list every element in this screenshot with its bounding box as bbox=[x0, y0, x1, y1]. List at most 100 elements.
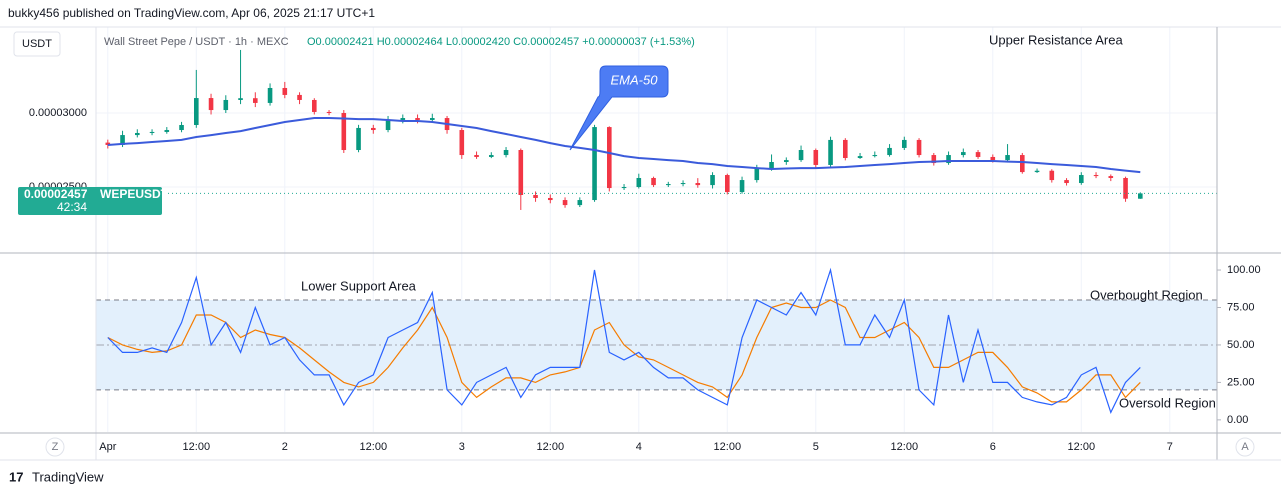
candle-body bbox=[872, 155, 878, 157]
candle-body bbox=[946, 155, 951, 164]
candle-body bbox=[577, 200, 583, 206]
y-tick-label: 25.00 bbox=[1227, 376, 1255, 388]
candle-body bbox=[769, 162, 774, 169]
candle-body bbox=[297, 94, 302, 100]
frame bbox=[0, 26, 1281, 461]
last-price: 0.00002457 bbox=[24, 187, 88, 201]
x-tick-label: 6 bbox=[990, 441, 996, 453]
candle-body bbox=[149, 131, 155, 133]
candle-body bbox=[135, 132, 140, 136]
candle-body bbox=[223, 99, 229, 111]
candle-body bbox=[548, 197, 553, 201]
candle-body bbox=[990, 156, 996, 161]
candle-body bbox=[400, 118, 406, 120]
annotation: Oversold Region bbox=[1119, 395, 1216, 410]
auto-button-label[interactable]: A bbox=[1241, 441, 1249, 453]
candle-body bbox=[503, 150, 509, 156]
candle-body bbox=[1020, 155, 1025, 173]
candle-body bbox=[592, 127, 597, 201]
annotation: Upper Resistance Area bbox=[989, 32, 1123, 47]
candle-body bbox=[267, 87, 273, 103]
candle-body bbox=[430, 118, 435, 120]
candle-body bbox=[341, 113, 347, 151]
candle-body bbox=[710, 175, 715, 186]
candle-body bbox=[326, 111, 332, 114]
candle-body bbox=[518, 150, 524, 196]
candle-body bbox=[1093, 175, 1099, 177]
currency[interactable]: USDT bbox=[22, 38, 52, 50]
candle-body bbox=[105, 142, 111, 145]
x-tick-label: 12:00 bbox=[537, 441, 565, 453]
candle-body bbox=[739, 180, 745, 193]
candle-body bbox=[621, 187, 627, 189]
candle-body bbox=[1005, 155, 1010, 161]
symbol-title: Wall Street Pepe / USDT · 1h · MEXC bbox=[104, 36, 289, 48]
candle-body bbox=[253, 98, 258, 103]
candle-body bbox=[607, 127, 612, 189]
candle-body bbox=[813, 150, 819, 165]
candle-body bbox=[208, 98, 214, 111]
auto-button[interactable] bbox=[1235, 437, 1255, 457]
x-tick-label: 12:00 bbox=[1068, 441, 1096, 453]
candle-body bbox=[415, 118, 420, 120]
candle-body bbox=[931, 155, 937, 164]
candle-body bbox=[695, 183, 701, 186]
candle-body bbox=[916, 139, 922, 156]
candle-body bbox=[371, 127, 376, 131]
candle-body bbox=[1034, 170, 1040, 173]
candle-body bbox=[356, 127, 361, 151]
candle-body bbox=[666, 184, 671, 186]
candle-body bbox=[636, 177, 642, 188]
y-tick-label: 75.00 bbox=[1227, 301, 1255, 313]
candle-body bbox=[312, 99, 317, 112]
candle-body bbox=[1138, 193, 1143, 199]
candle-body bbox=[562, 200, 568, 206]
marks-layer bbox=[96, 49, 1217, 414]
candle-body bbox=[1123, 177, 1128, 199]
brand-logo: 17 bbox=[9, 469, 23, 484]
candle-body bbox=[975, 152, 981, 157]
currency-box[interactable] bbox=[13, 31, 61, 57]
callout-label: EMA-50 bbox=[611, 72, 659, 87]
candle-body bbox=[459, 130, 465, 156]
candle-body bbox=[385, 119, 391, 131]
candle-body bbox=[680, 183, 686, 185]
x-tick-label: 12:00 bbox=[183, 441, 211, 453]
candle-body bbox=[282, 87, 288, 95]
y-tick-label: 0.00 bbox=[1227, 414, 1248, 426]
candle-body bbox=[754, 168, 760, 181]
oscillator-line bbox=[107, 299, 1141, 403]
candle-body bbox=[725, 175, 730, 193]
countdown: 42:34 bbox=[57, 200, 87, 214]
x-tick-label: 3 bbox=[459, 441, 465, 453]
price-tag-box bbox=[18, 187, 162, 215]
candle-body bbox=[1079, 175, 1084, 184]
y-tick-label: 0.00003000 bbox=[29, 107, 87, 119]
x-tick-label: Apr bbox=[99, 441, 116, 453]
zoom-button[interactable] bbox=[45, 437, 65, 457]
x-tick-label: 5 bbox=[813, 441, 819, 453]
candle-body bbox=[887, 147, 892, 156]
callout-shape bbox=[569, 65, 669, 151]
candle-body bbox=[798, 150, 804, 161]
x-tick-label: 12:00 bbox=[891, 441, 919, 453]
annotation: Lower Support Area bbox=[301, 278, 417, 293]
zoom-button-label[interactable]: Z bbox=[52, 441, 59, 453]
candle-body bbox=[238, 98, 243, 100]
candle-body bbox=[651, 177, 656, 186]
x-tick-label: 4 bbox=[636, 441, 642, 453]
candle-body bbox=[1108, 176, 1114, 178]
y-tick-label: 100.00 bbox=[1227, 264, 1261, 276]
x-tick-label: 12:00 bbox=[360, 441, 388, 453]
candle-body bbox=[961, 152, 966, 156]
candle-body bbox=[857, 156, 863, 159]
candle-body bbox=[1049, 170, 1055, 181]
x-tick-label: 7 bbox=[1167, 441, 1173, 453]
candle-body bbox=[474, 155, 479, 157]
candle-body bbox=[1064, 180, 1069, 184]
ohlc-legend: O0.00002421 H0.00002464 L0.00002420 C0.0… bbox=[307, 36, 695, 48]
ema-line bbox=[107, 117, 1141, 174]
grid-layer: 0.000025000.000030000.0025.0050.0075.001… bbox=[29, 27, 1261, 432]
x-tick-label: 2 bbox=[282, 441, 288, 453]
